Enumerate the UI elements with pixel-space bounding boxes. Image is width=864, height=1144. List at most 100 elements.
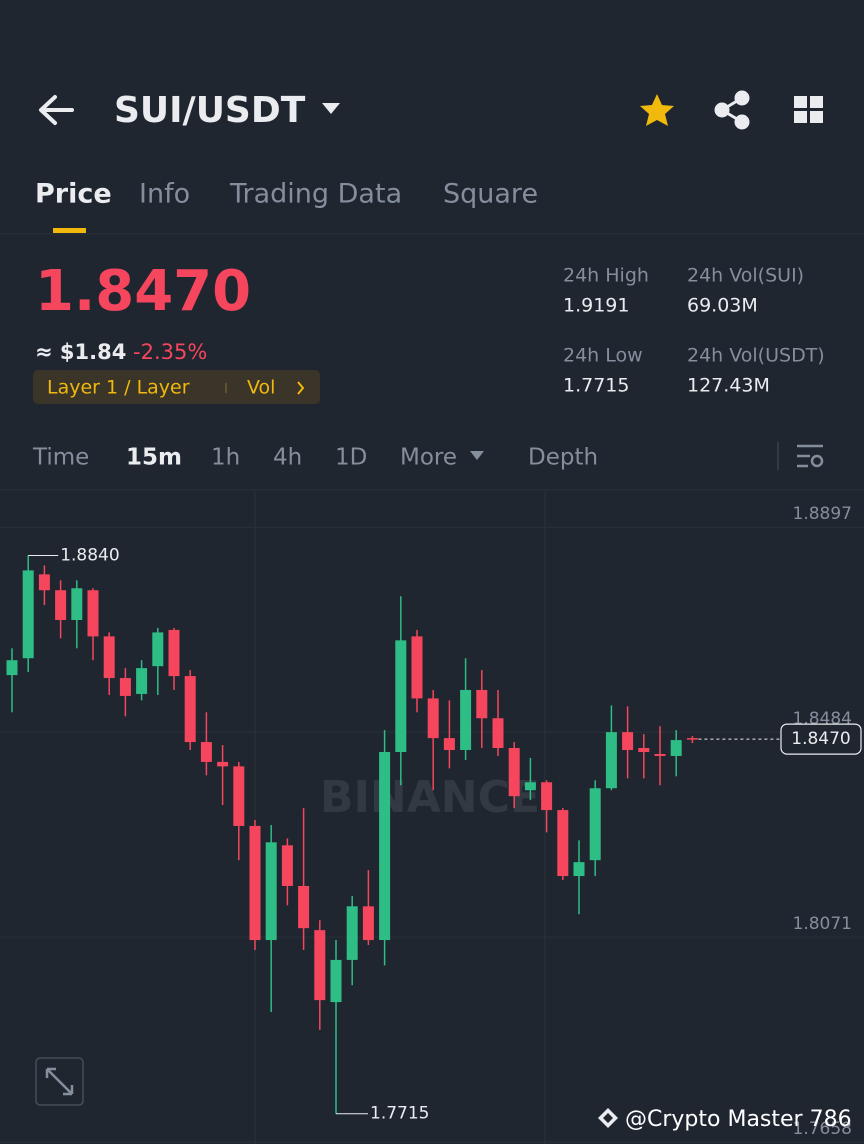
last-price-label: 1.8470: [791, 729, 850, 749]
candle-body: [573, 862, 585, 877]
back-button[interactable]: [39, 95, 74, 125]
y-tick-label: 1.8897: [793, 504, 852, 524]
candle-body: [168, 629, 180, 677]
candle-body: [281, 845, 293, 886]
watermark: BINANCE: [320, 772, 540, 823]
candle-body: [557, 810, 569, 877]
candle-body: [638, 748, 650, 752]
stat-label: 24h Low: [563, 345, 643, 367]
tab[interactable]: Square: [443, 179, 538, 210]
expand-box: [35, 1057, 84, 1106]
settings-lines: [797, 444, 823, 468]
candle-body: [233, 766, 245, 826]
interval[interactable]: 4h: [273, 445, 302, 471]
candle-body: [71, 588, 83, 621]
interval[interactable]: Time: [32, 445, 89, 471]
candle-body: [152, 632, 164, 667]
candle-body: [249, 825, 261, 941]
tag-link[interactable]: Vol: [247, 377, 275, 399]
high-marker-label: 1.8840: [60, 545, 119, 565]
y-tick-label: 1.8071: [793, 914, 852, 934]
share-lines: [719, 96, 743, 124]
interval[interactable]: More: [400, 445, 457, 471]
candle-body: [298, 885, 310, 929]
stat-value: 127.43M: [687, 375, 770, 397]
last-price: 1.8470: [35, 259, 251, 324]
stat-label: 24h Vol(SUI): [687, 265, 804, 287]
candle-body: [87, 590, 99, 637]
last-price-box: [780, 723, 862, 755]
candle-body: [541, 782, 553, 811]
interval[interactable]: 15m: [126, 445, 182, 471]
interval[interactable]: 1h: [211, 445, 240, 471]
expand-button[interactable]: [35, 1057, 84, 1106]
tag-chevron: [297, 381, 305, 395]
candle-body: [55, 590, 67, 621]
candle-body: [589, 788, 601, 861]
stat-label: 24h High: [563, 265, 649, 287]
candle-body: [346, 906, 358, 960]
credit-icon: [598, 1108, 618, 1128]
candle-body: [622, 732, 634, 751]
candle-body: [330, 959, 342, 1003]
candle-body: [670, 740, 682, 756]
grid-menu[interactable]: [794, 96, 823, 123]
pair-title[interactable]: SUI/USDT: [114, 90, 306, 131]
interval[interactable]: Depth: [528, 445, 598, 471]
credit: @Crypto Master 786: [625, 1107, 852, 1132]
candle-body: [411, 636, 423, 699]
candle-body: [476, 689, 488, 719]
candle-body: [686, 738, 698, 740]
tag-box[interactable]: [33, 370, 320, 404]
stat-value: 1.9191: [563, 295, 629, 317]
chart-settings[interactable]: [797, 444, 824, 468]
candle-body: [492, 718, 504, 749]
stat-value: 1.7715: [563, 375, 629, 397]
tab[interactable]: Trading Data: [229, 179, 402, 210]
candle-body: [22, 570, 34, 659]
price-change: -2.35%: [133, 340, 207, 364]
candle-body: [217, 761, 229, 767]
candle-body: [524, 782, 536, 791]
candles: 1.88971.84841.80711.76581.88401.77151.84…: [0, 504, 864, 1143]
low-marker-label: 1.7715: [370, 1104, 429, 1124]
y-tick-label: 1.7658: [793, 1119, 852, 1139]
candle-body: [395, 640, 407, 752]
back-arrow: [39, 95, 74, 125]
expand-icon: [45, 1067, 74, 1096]
pair-dropdown[interactable]: [322, 103, 340, 114]
grid-cell: [810, 96, 823, 108]
candle-body: [443, 738, 455, 751]
tab-underline: [53, 228, 86, 233]
tab[interactable]: Price: [35, 179, 112, 210]
share-button[interactable]: [714, 90, 750, 130]
grid-cell: [794, 111, 807, 123]
candle-body: [362, 906, 374, 941]
tag-text[interactable]: Layer 1 / Layer: [47, 377, 190, 399]
interval[interactable]: 1D: [335, 445, 367, 471]
candle-body: [427, 698, 439, 739]
candle-body: [460, 689, 472, 751]
candle-body: [605, 732, 617, 789]
candle-body: [379, 751, 391, 941]
candle-body: [508, 748, 520, 797]
candle-body: [38, 574, 50, 591]
grid-cell: [810, 111, 823, 123]
grid-cell: [794, 96, 807, 108]
candle-body: [314, 930, 326, 1001]
settings-gear: [810, 454, 824, 468]
candle-body: [6, 660, 18, 676]
tab[interactable]: Info: [139, 179, 190, 210]
approx-price: ≈ $1.84: [35, 340, 126, 364]
candle-body: [654, 753, 666, 756]
stat-label: 24h Vol(USDT): [687, 345, 825, 367]
more-dropdown: [470, 451, 484, 460]
favorite-star[interactable]: [640, 94, 674, 126]
candle-body: [184, 676, 196, 743]
candle-body: [136, 668, 148, 694]
candle-body: [265, 842, 277, 941]
candle-body: [200, 742, 212, 762]
